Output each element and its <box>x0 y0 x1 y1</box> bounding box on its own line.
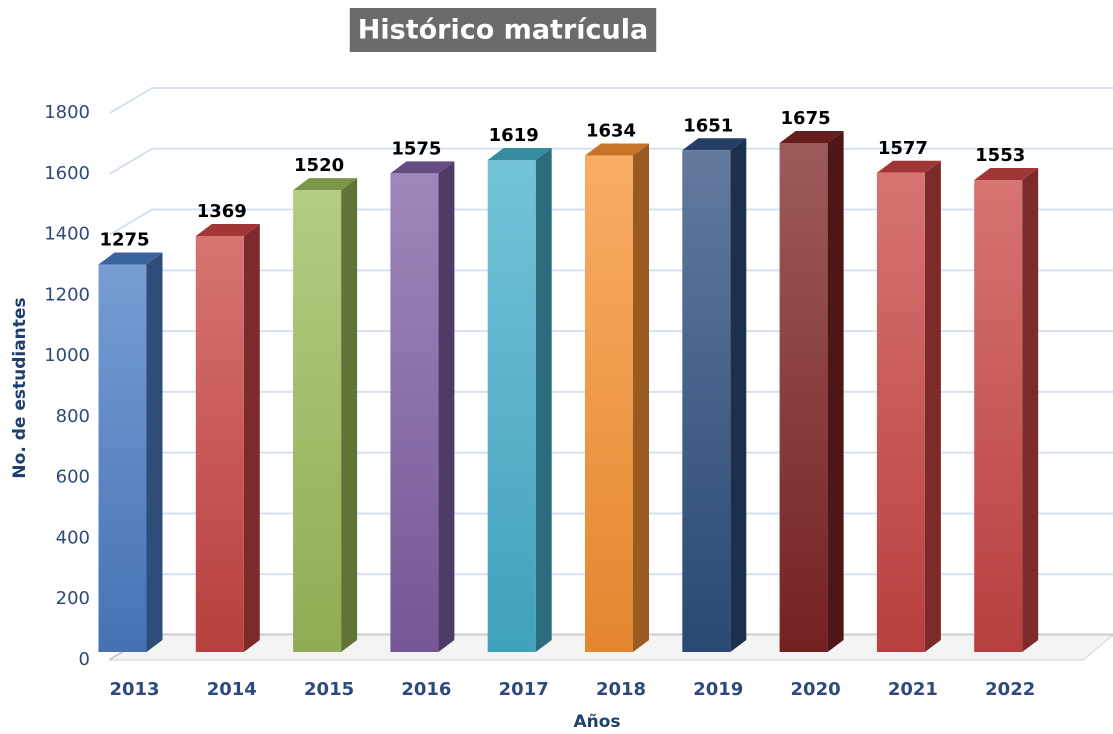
grid-line <box>109 87 1113 114</box>
bar-side <box>730 138 747 653</box>
bar-side <box>243 223 260 652</box>
bar-side <box>438 161 455 652</box>
bar-top <box>585 143 649 156</box>
y-tick-label: 200 <box>56 588 90 609</box>
bar-side <box>924 160 941 653</box>
bar <box>682 150 731 652</box>
title-box <box>349 8 657 52</box>
bar <box>195 235 244 652</box>
bar <box>974 180 1023 653</box>
value-label: 1675 <box>781 108 831 129</box>
value-label: 1619 <box>489 125 539 146</box>
bar <box>585 155 633 652</box>
x-tick-label: 2017 <box>499 679 549 700</box>
bar-top <box>974 168 1039 181</box>
value-label: 1577 <box>878 138 928 159</box>
bar-top <box>487 148 552 161</box>
bar-side <box>341 178 358 653</box>
bar-side <box>827 130 844 653</box>
bar <box>98 264 147 652</box>
value-label: 1520 <box>294 155 344 176</box>
x-axis-label: Años <box>573 712 620 732</box>
bar <box>779 142 828 652</box>
x-tick-label: 2016 <box>401 679 451 700</box>
y-tick-label: 1400 <box>44 224 90 245</box>
x-tick-label: 2020 <box>791 679 841 700</box>
value-label: 1634 <box>586 120 636 141</box>
bar-top <box>98 252 163 265</box>
bar-top <box>293 178 358 191</box>
x-tick-label: 2019 <box>693 679 743 700</box>
bar <box>876 172 925 653</box>
y-tick-label: 1600 <box>44 163 90 184</box>
y-tick-label: 1200 <box>44 284 90 305</box>
value-label: 1651 <box>683 115 733 136</box>
bar-top <box>876 160 941 173</box>
bar <box>293 190 342 653</box>
x-tick-label: 2018 <box>596 679 646 700</box>
y-axis-label: No. de estudiantes <box>10 297 30 478</box>
value-label: 1575 <box>391 138 441 159</box>
value-label: 1553 <box>975 145 1025 166</box>
bar-top <box>390 161 455 174</box>
y-tick-label: 1800 <box>44 102 90 123</box>
x-tick-label: 2013 <box>109 679 159 700</box>
bar-top <box>682 138 747 151</box>
bar-side <box>1022 168 1039 653</box>
y-tick-label: 1000 <box>44 345 90 366</box>
bar-side <box>535 148 552 652</box>
x-tick-label: 2015 <box>304 679 354 700</box>
value-label: 1369 <box>197 201 247 222</box>
y-tick-label: 400 <box>56 527 90 548</box>
bar <box>390 173 439 652</box>
value-label: 1275 <box>99 230 149 251</box>
x-tick-label: 2021 <box>888 679 938 700</box>
bar-top <box>779 130 844 143</box>
y-tick-label: 0 <box>79 649 90 670</box>
x-tick-label: 2022 <box>985 679 1035 700</box>
x-tick-label: 2014 <box>207 679 257 700</box>
y-tick-label: 800 <box>56 406 90 427</box>
bar-side <box>633 143 649 652</box>
chart-title: Histórico matrícula <box>358 15 648 46</box>
bar-side <box>146 252 163 652</box>
bar-top <box>195 223 260 236</box>
y-tick-label: 600 <box>56 467 90 488</box>
bar <box>487 160 536 652</box>
